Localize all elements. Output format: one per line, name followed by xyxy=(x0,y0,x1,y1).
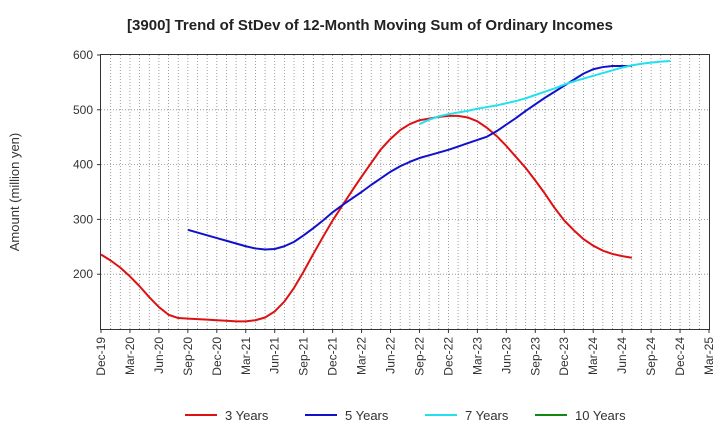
x-tick-label: Jun-24 xyxy=(615,337,629,374)
legend-item: 7 Years xyxy=(425,408,509,423)
x-tick-label: Dec-21 xyxy=(326,337,340,376)
x-tick-label: Sep-22 xyxy=(412,337,426,376)
legend-item: 10 Years xyxy=(535,408,626,423)
x-tick-label: Mar-25 xyxy=(702,337,716,375)
x-tick-label: Sep-21 xyxy=(297,337,311,376)
legend-label: 10 Years xyxy=(575,408,626,423)
series-line-7-years xyxy=(419,60,671,125)
grid xyxy=(101,55,709,329)
x-tick-label: Dec-24 xyxy=(673,337,687,376)
x-tick-label: Mar-20 xyxy=(123,337,137,375)
x-tick-label: Jun-21 xyxy=(268,337,282,374)
x-axis-ticks: Dec-19 Mar-20 Jun-20 Sep-20 Dec-20 Mar-21 Jun-… xyxy=(94,329,716,376)
plot-area xyxy=(100,54,710,330)
series-lines xyxy=(100,60,671,323)
x-tick-label: Mar-21 xyxy=(239,337,253,375)
x-tick-label: Sep-23 xyxy=(528,337,542,376)
x-tick-label: Mar-22 xyxy=(355,337,369,375)
legend-label: 7 Years xyxy=(465,408,509,423)
x-tick-label: Dec-20 xyxy=(210,337,224,376)
x-tick-label: Dec-19 xyxy=(94,337,108,376)
x-tick-label: Mar-24 xyxy=(586,337,600,375)
y-tick-label: 500 xyxy=(73,103,93,117)
x-tick-label: Jun-20 xyxy=(152,337,166,374)
series-line-3-years xyxy=(100,114,632,323)
y-tick-label: 200 xyxy=(73,267,93,281)
y-tick-label: 400 xyxy=(73,158,93,172)
legend-item: 5 Years xyxy=(305,408,389,423)
chart-title: [3900] Trend of StDev of 12-Month Moving… xyxy=(127,17,613,34)
y-axis-label: Amount (million yen) xyxy=(7,133,22,252)
x-tick-label: Dec-22 xyxy=(441,337,455,376)
x-tick-label: Dec-23 xyxy=(557,337,571,376)
y-tick-label: 600 xyxy=(73,48,93,62)
legend-label: 3 Years xyxy=(225,408,269,423)
x-tick-label: Jun-22 xyxy=(384,337,398,374)
x-tick-label: Sep-20 xyxy=(181,337,195,376)
legend: 3 Years 5 Years 7 Years 10 Years xyxy=(185,408,626,423)
x-tick-label: Sep-24 xyxy=(644,337,658,376)
x-tick-label: Mar-23 xyxy=(470,337,484,375)
legend-item: 3 Years xyxy=(185,408,269,423)
series-line-5-years xyxy=(187,64,632,251)
y-tick-label: 300 xyxy=(73,212,93,226)
legend-label: 5 Years xyxy=(345,408,389,423)
y-axis-ticks: 200 300 400 500 600 xyxy=(73,48,101,281)
x-tick-label: Jun-23 xyxy=(499,337,513,374)
